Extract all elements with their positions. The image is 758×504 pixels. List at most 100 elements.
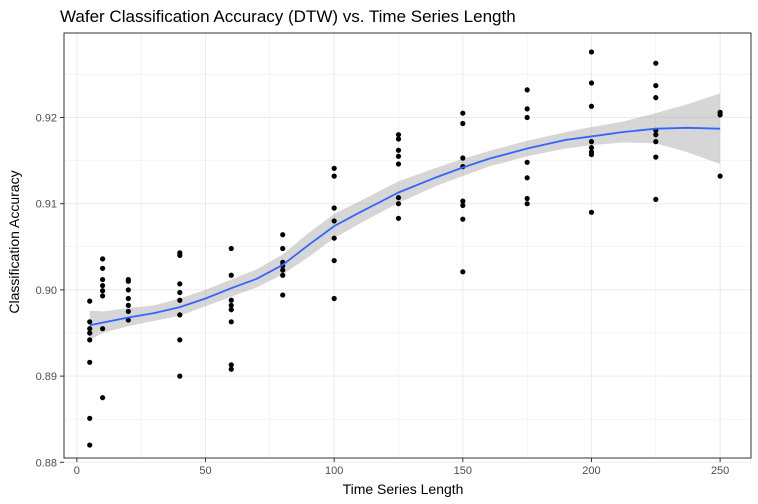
- data-point: [177, 373, 183, 379]
- x-axis-title: Time Series Length: [343, 481, 464, 497]
- data-point: [125, 308, 131, 315]
- data-point: [177, 312, 183, 318]
- data-point: [460, 155, 466, 161]
- data-point: [395, 132, 402, 138]
- data-point: [395, 147, 402, 153]
- data-point: [280, 245, 286, 252]
- data-point: [87, 337, 93, 343]
- data-point: [588, 209, 595, 215]
- data-point: [87, 319, 93, 325]
- y-tick-label: 0.89: [36, 371, 57, 383]
- data-point: [177, 281, 183, 287]
- data-point: [228, 245, 234, 252]
- data-point: [228, 307, 234, 313]
- data-point: [395, 215, 402, 221]
- data-point: [524, 195, 530, 202]
- data-point: [177, 297, 183, 303]
- plot-panel: [63, 32, 752, 463]
- data-point: [177, 252, 183, 259]
- data-point: [524, 175, 530, 181]
- data-point: [395, 161, 402, 167]
- grid-major: [64, 33, 751, 463]
- y-tick-label: 0.90: [36, 285, 57, 297]
- x-tick-label: 50: [199, 465, 211, 477]
- smooth-line-layer: [89, 126, 721, 327]
- data-point: [588, 49, 595, 55]
- x-tick-label: 150: [454, 465, 472, 477]
- data-point: [280, 267, 286, 273]
- data-point: [228, 297, 234, 303]
- data-point: [588, 139, 595, 145]
- data-point: [280, 232, 286, 238]
- data-point: [588, 103, 595, 109]
- x-tick-label: 100: [325, 465, 343, 477]
- data-point: [87, 326, 93, 332]
- data-point: [100, 326, 106, 332]
- data-point: [524, 159, 530, 165]
- data-point: [331, 235, 337, 241]
- data-point: [588, 145, 595, 151]
- data-point: [460, 110, 466, 116]
- data-point: [228, 302, 234, 309]
- data-point: [524, 201, 530, 207]
- data-point: [588, 80, 595, 86]
- data-point: [331, 205, 337, 211]
- x-axis: 0 50 100 150 200 250: [74, 458, 729, 477]
- panel-background: [64, 33, 751, 458]
- data-point: [100, 256, 106, 262]
- confidence-ribbon-layer: [89, 93, 721, 340]
- data-point: [177, 337, 183, 343]
- grid-minor: [64, 33, 751, 458]
- data-point: [653, 196, 659, 202]
- y-tick-label: 0.88: [36, 457, 57, 469]
- data-point: [228, 362, 234, 368]
- data-point: [524, 114, 530, 121]
- data-point: [331, 173, 337, 179]
- data-point: [87, 442, 93, 448]
- data-point: [395, 195, 402, 201]
- data-point: [331, 295, 337, 302]
- data-point: [653, 154, 659, 160]
- data-point: [125, 295, 131, 302]
- chart-title: Wafer Classification Accuracy (DTW) vs. …: [60, 7, 516, 26]
- y-tick-label: 0.92: [36, 112, 57, 124]
- data-point: [460, 198, 466, 204]
- data-point: [87, 415, 93, 421]
- data-point: [100, 288, 106, 294]
- x-tick-label: 200: [582, 465, 600, 477]
- x-tick-label: 0: [74, 465, 80, 477]
- data-point: [653, 82, 659, 89]
- data-point: [228, 366, 234, 372]
- data-point: [588, 151, 595, 158]
- data-point: [100, 395, 106, 401]
- data-point: [125, 302, 131, 309]
- data-point: [87, 359, 93, 365]
- smooth-line: [89, 126, 721, 327]
- data-point: [460, 269, 466, 275]
- data-point: [331, 257, 337, 264]
- data-point: [653, 132, 659, 138]
- data-point: [100, 282, 106, 289]
- y-tick-label: 0.91: [36, 199, 57, 211]
- data-point: [653, 60, 659, 66]
- data-point: [653, 95, 659, 101]
- y-axis-title: Classification Accuracy: [6, 170, 22, 313]
- data-point: [228, 319, 234, 325]
- data-point: [280, 292, 286, 298]
- data-point: [395, 136, 402, 142]
- data-point: [100, 293, 106, 299]
- data-point: [395, 153, 402, 159]
- data-point: [524, 87, 530, 93]
- confidence-ribbon: [89, 93, 721, 340]
- data-point: [460, 216, 466, 222]
- data-point: [100, 265, 106, 271]
- data-point: [100, 276, 106, 283]
- data-point: [653, 139, 659, 145]
- data-point: [460, 202, 466, 209]
- data-point: [177, 289, 183, 296]
- data-point: [331, 165, 337, 171]
- data-point: [717, 112, 723, 118]
- data-point: [331, 218, 337, 224]
- data-point: [395, 201, 402, 207]
